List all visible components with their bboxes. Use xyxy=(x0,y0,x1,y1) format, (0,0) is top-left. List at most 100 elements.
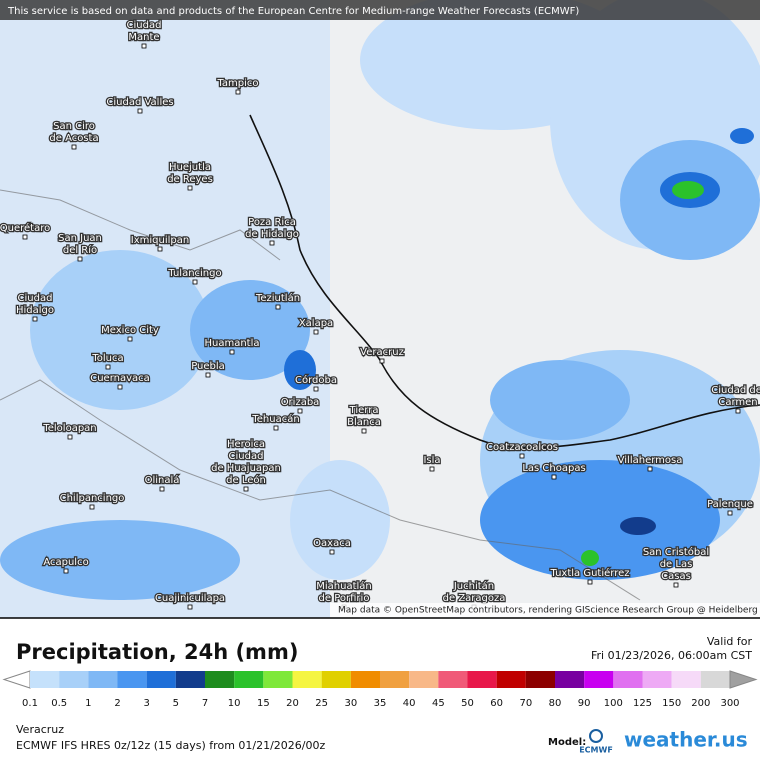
city-marker xyxy=(727,510,733,516)
colorbar-label: 35 xyxy=(374,698,387,709)
colorbar-label: 45 xyxy=(432,698,445,709)
city-marker xyxy=(313,386,319,392)
city-label: Casas xyxy=(661,571,691,582)
colorbar-swatch xyxy=(555,671,585,688)
city-label: Querétaro xyxy=(0,222,50,234)
colorbar-swatch xyxy=(525,671,555,688)
colorbar-swatch xyxy=(613,671,643,688)
colorbar-arrow-low xyxy=(2,670,31,689)
city-label: de Zaragoza xyxy=(443,593,506,604)
city-label: Ciudad xyxy=(229,451,264,462)
valid-label: Valid for xyxy=(707,635,753,648)
city-label: Palenque xyxy=(707,499,753,510)
city-label: Puebla xyxy=(191,361,225,372)
city-marker xyxy=(141,43,147,49)
colorbar-label: 10 xyxy=(228,698,241,709)
colorbar-swatch xyxy=(438,671,468,688)
colorbar-swatch xyxy=(321,671,351,688)
colorbar-swatch xyxy=(263,671,293,688)
colorbar-label: 15 xyxy=(257,698,270,709)
city-marker xyxy=(77,256,83,262)
city-label: Las Choapas xyxy=(522,463,585,474)
colorbar-label: 200 xyxy=(691,698,710,709)
colorbar-label: 30 xyxy=(344,698,357,709)
city-marker xyxy=(273,425,279,431)
city-marker xyxy=(22,234,28,240)
city-label: Acapulco xyxy=(43,557,88,568)
city-marker xyxy=(159,486,165,492)
city-label: Teloloapan xyxy=(42,423,96,434)
colorbar-swatch xyxy=(467,671,497,688)
colorbar-label: 300 xyxy=(720,698,739,709)
city-marker xyxy=(329,549,335,555)
logo-weather[interactable]: weather.us xyxy=(624,728,748,752)
city-marker xyxy=(71,144,77,150)
city-label: Tuxtla Gutiérrez xyxy=(549,567,629,579)
city-marker xyxy=(429,466,435,472)
city-marker xyxy=(192,279,198,285)
colorbar-label: 100 xyxy=(604,698,623,709)
colorbar-swatch xyxy=(671,671,701,688)
city-label: de León xyxy=(226,474,266,486)
city-label: Tulancingo xyxy=(167,268,221,279)
city-label: Teziutlán xyxy=(255,292,300,304)
city-label: Orizaba xyxy=(281,397,320,408)
city-label: Carmen xyxy=(718,397,757,408)
city-label: Juchitán xyxy=(453,580,494,592)
colorbar-swatch xyxy=(292,671,322,688)
colorbar-label: 0.5 xyxy=(51,698,67,709)
city-marker xyxy=(275,304,281,310)
city-label: Xalapa xyxy=(299,318,333,329)
colorbar-label: 50 xyxy=(461,698,474,709)
city-label: Chilpancingo xyxy=(60,493,125,504)
city-label: Isla xyxy=(423,455,440,466)
city-marker xyxy=(89,504,95,510)
city-label: Toluca xyxy=(91,353,123,364)
colorbar-label: 3 xyxy=(143,698,149,709)
colorbar-label: 5 xyxy=(173,698,179,709)
city-marker xyxy=(137,108,143,114)
title: Precipitation, 24h (mm) xyxy=(16,640,298,664)
city-label: Oaxaca xyxy=(313,538,351,549)
colorbar-label: 125 xyxy=(633,698,652,709)
city-label: de Hidalgo xyxy=(245,229,299,240)
model-label: Model: xyxy=(548,737,586,748)
attribution: Map data © OpenStreetMap contributors, r… xyxy=(338,606,760,616)
colorbar-swatch xyxy=(496,671,526,688)
city-label: San Juan xyxy=(58,233,102,244)
colorbar-label: 25 xyxy=(315,698,328,709)
city-marker xyxy=(519,453,525,459)
city-label: Ciudad del xyxy=(711,385,760,396)
colorbar-label: 60 xyxy=(490,698,503,709)
city-label: Huejutla xyxy=(169,162,211,173)
colorbar-label: 1 xyxy=(85,698,91,709)
city-marker xyxy=(205,372,211,378)
colorbar-swatch xyxy=(350,671,380,688)
city-marker xyxy=(361,428,367,434)
colorbar-swatch xyxy=(205,671,235,688)
colorbar-label: 80 xyxy=(549,698,562,709)
city-label: Veracruz xyxy=(360,347,404,358)
city-marker xyxy=(67,434,73,440)
city-label: Huamantla xyxy=(204,338,259,349)
city-marker xyxy=(105,364,111,370)
colorbar-label: 7 xyxy=(202,698,208,709)
city-label: Miahuatlán xyxy=(316,580,372,592)
city-label: Ciudad Valles xyxy=(106,97,173,108)
colorbar-label: 40 xyxy=(403,698,416,709)
city-marker xyxy=(117,384,123,390)
city-marker xyxy=(235,89,241,95)
city-marker xyxy=(313,329,319,335)
city-label: Mante xyxy=(128,32,159,43)
city-label: Hidalgo xyxy=(16,305,54,316)
city-marker xyxy=(297,408,303,414)
city-marker xyxy=(63,568,69,574)
banner: This service is based on data and produc… xyxy=(7,6,579,17)
colorbar-swatch xyxy=(117,671,147,688)
colorbar-swatch xyxy=(700,671,730,688)
city-label: San Cristóbal xyxy=(643,546,709,558)
colorbar-label: 20 xyxy=(286,698,299,709)
colorbar-swatch xyxy=(59,671,89,688)
